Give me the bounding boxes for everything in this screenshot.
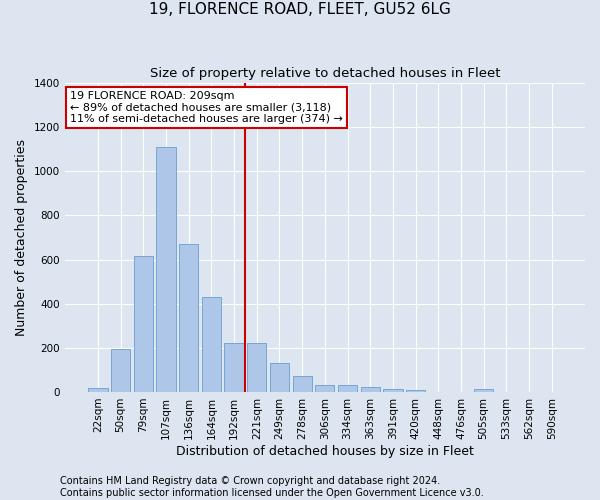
Bar [111,349,130,392]
Bar [338,386,357,392]
Bar [202,297,221,392]
X-axis label: Distribution of detached houses by size in Fleet: Distribution of detached houses by size … [176,444,474,458]
Bar [270,364,289,392]
Y-axis label: Number of detached properties: Number of detached properties [15,139,28,336]
Bar [179,244,199,392]
Bar [361,387,380,392]
Bar [134,256,153,392]
Bar [157,147,176,392]
Title: Size of property relative to detached houses in Fleet: Size of property relative to detached ho… [149,68,500,80]
Bar [224,344,244,392]
Text: Contains HM Land Registry data © Crown copyright and database right 2024.
Contai: Contains HM Land Registry data © Crown c… [60,476,484,498]
Bar [88,388,107,392]
Bar [406,390,425,392]
Bar [383,388,403,392]
Bar [315,385,334,392]
Bar [247,344,266,392]
Text: 19, FLORENCE ROAD, FLEET, GU52 6LG: 19, FLORENCE ROAD, FLEET, GU52 6LG [149,2,451,18]
Bar [474,390,493,392]
Text: 19 FLORENCE ROAD: 209sqm
← 89% of detached houses are smaller (3,118)
11% of sem: 19 FLORENCE ROAD: 209sqm ← 89% of detach… [70,91,343,124]
Bar [293,376,312,392]
